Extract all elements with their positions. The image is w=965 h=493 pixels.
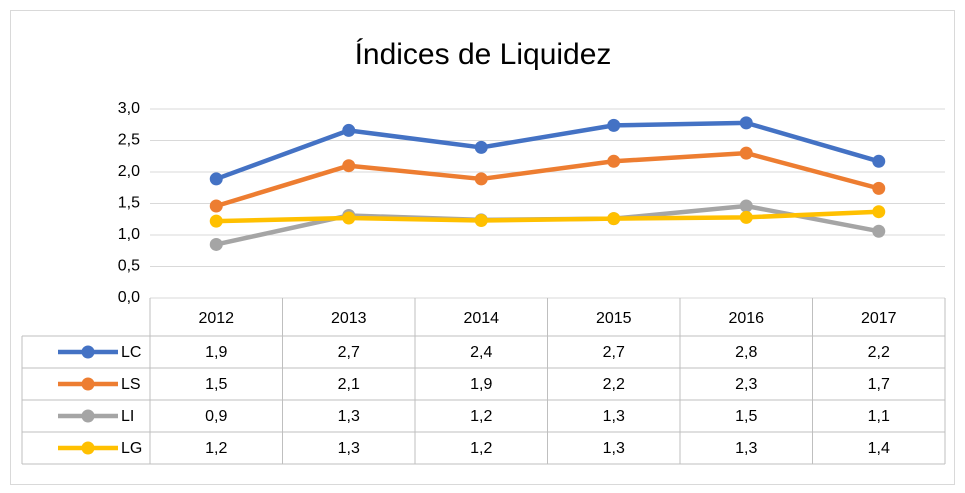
data-table-cell: 2,7: [603, 344, 625, 361]
series-line: [216, 209, 879, 224]
series-marker: [209, 214, 223, 228]
data-table-cell: 2,4: [470, 344, 492, 361]
data-table-cell: 1,5: [205, 376, 227, 393]
legend-label: LS: [121, 376, 141, 393]
data-table-cell: 1,3: [338, 408, 360, 425]
series-marker: [209, 199, 223, 213]
x-tick-label: 2015: [596, 310, 632, 327]
data-table-cell: 1,2: [470, 440, 492, 457]
data-table-cell: 2,3: [735, 376, 757, 393]
legend-label: LC: [121, 344, 141, 361]
data-table-cell: 1,2: [205, 440, 227, 457]
series-marker: [607, 118, 621, 132]
x-tick-label: 2013: [331, 310, 367, 327]
x-tick-label: 2017: [861, 310, 897, 327]
legend-key-marker: [81, 345, 95, 359]
data-table-cell: 1,3: [735, 440, 757, 457]
series-marker: [342, 211, 356, 225]
series-marker: [607, 154, 621, 168]
legend-key-marker: [81, 377, 95, 391]
data-table-cell: 2,2: [603, 376, 625, 393]
series-marker: [342, 123, 356, 137]
data-table-cell: 2,8: [735, 344, 757, 361]
series-marker: [209, 237, 223, 251]
series-marker: [739, 146, 753, 160]
series-marker: [872, 224, 886, 238]
series-marker: [342, 159, 356, 173]
series-marker: [872, 154, 886, 168]
series-marker: [607, 212, 621, 226]
series-line: [215, 150, 880, 209]
chart-title: Índices de Liquidez: [355, 38, 612, 71]
series-marker: [474, 214, 488, 228]
y-tick-label: 0,0: [118, 289, 140, 306]
data-table-cell: 2,2: [868, 344, 890, 361]
data-table-cell: 2,7: [338, 344, 360, 361]
data-table-cell: 1,5: [735, 408, 757, 425]
legend-key-marker: [81, 409, 95, 423]
legend-label: LI: [121, 408, 134, 425]
data-table-cell: 1,3: [603, 408, 625, 425]
legend-key-marker: [81, 441, 95, 455]
chart-frame: [10, 10, 955, 485]
data-table-cell: 2,1: [338, 376, 360, 393]
data-table-cell: 1,9: [470, 376, 492, 393]
x-tick-label: 2012: [198, 310, 234, 327]
series-marker: [739, 116, 753, 130]
series-marker: [209, 172, 223, 186]
series-line: [215, 120, 880, 182]
x-tick-label: 2014: [463, 310, 499, 327]
y-tick-label: 3,0: [118, 100, 140, 117]
series-marker: [739, 199, 753, 213]
series-marker: [474, 140, 488, 154]
data-table-cell: 1,3: [338, 440, 360, 457]
series-marker: [474, 172, 488, 186]
data-table-cell: 1,1: [868, 408, 890, 425]
series-marker: [739, 210, 753, 224]
data-table-cell: 1,2: [470, 408, 492, 425]
data-table-cell: 1,9: [205, 344, 227, 361]
y-tick-label: 0,5: [118, 258, 140, 275]
y-tick-label: 2,0: [118, 163, 140, 180]
data-table-cell: 1,7: [868, 376, 890, 393]
series-marker: [872, 205, 886, 219]
legend-label: LG: [121, 440, 142, 457]
data-table-cell: 1,4: [868, 440, 890, 457]
x-tick-label: 2016: [728, 310, 764, 327]
y-tick-label: 1,5: [118, 195, 140, 212]
data-table-cell: 0,9: [205, 408, 227, 425]
series-marker: [872, 181, 886, 195]
y-tick-label: 2,5: [118, 132, 140, 149]
data-table-cell: 1,3: [603, 440, 625, 457]
y-tick-label: 1,0: [118, 226, 140, 243]
